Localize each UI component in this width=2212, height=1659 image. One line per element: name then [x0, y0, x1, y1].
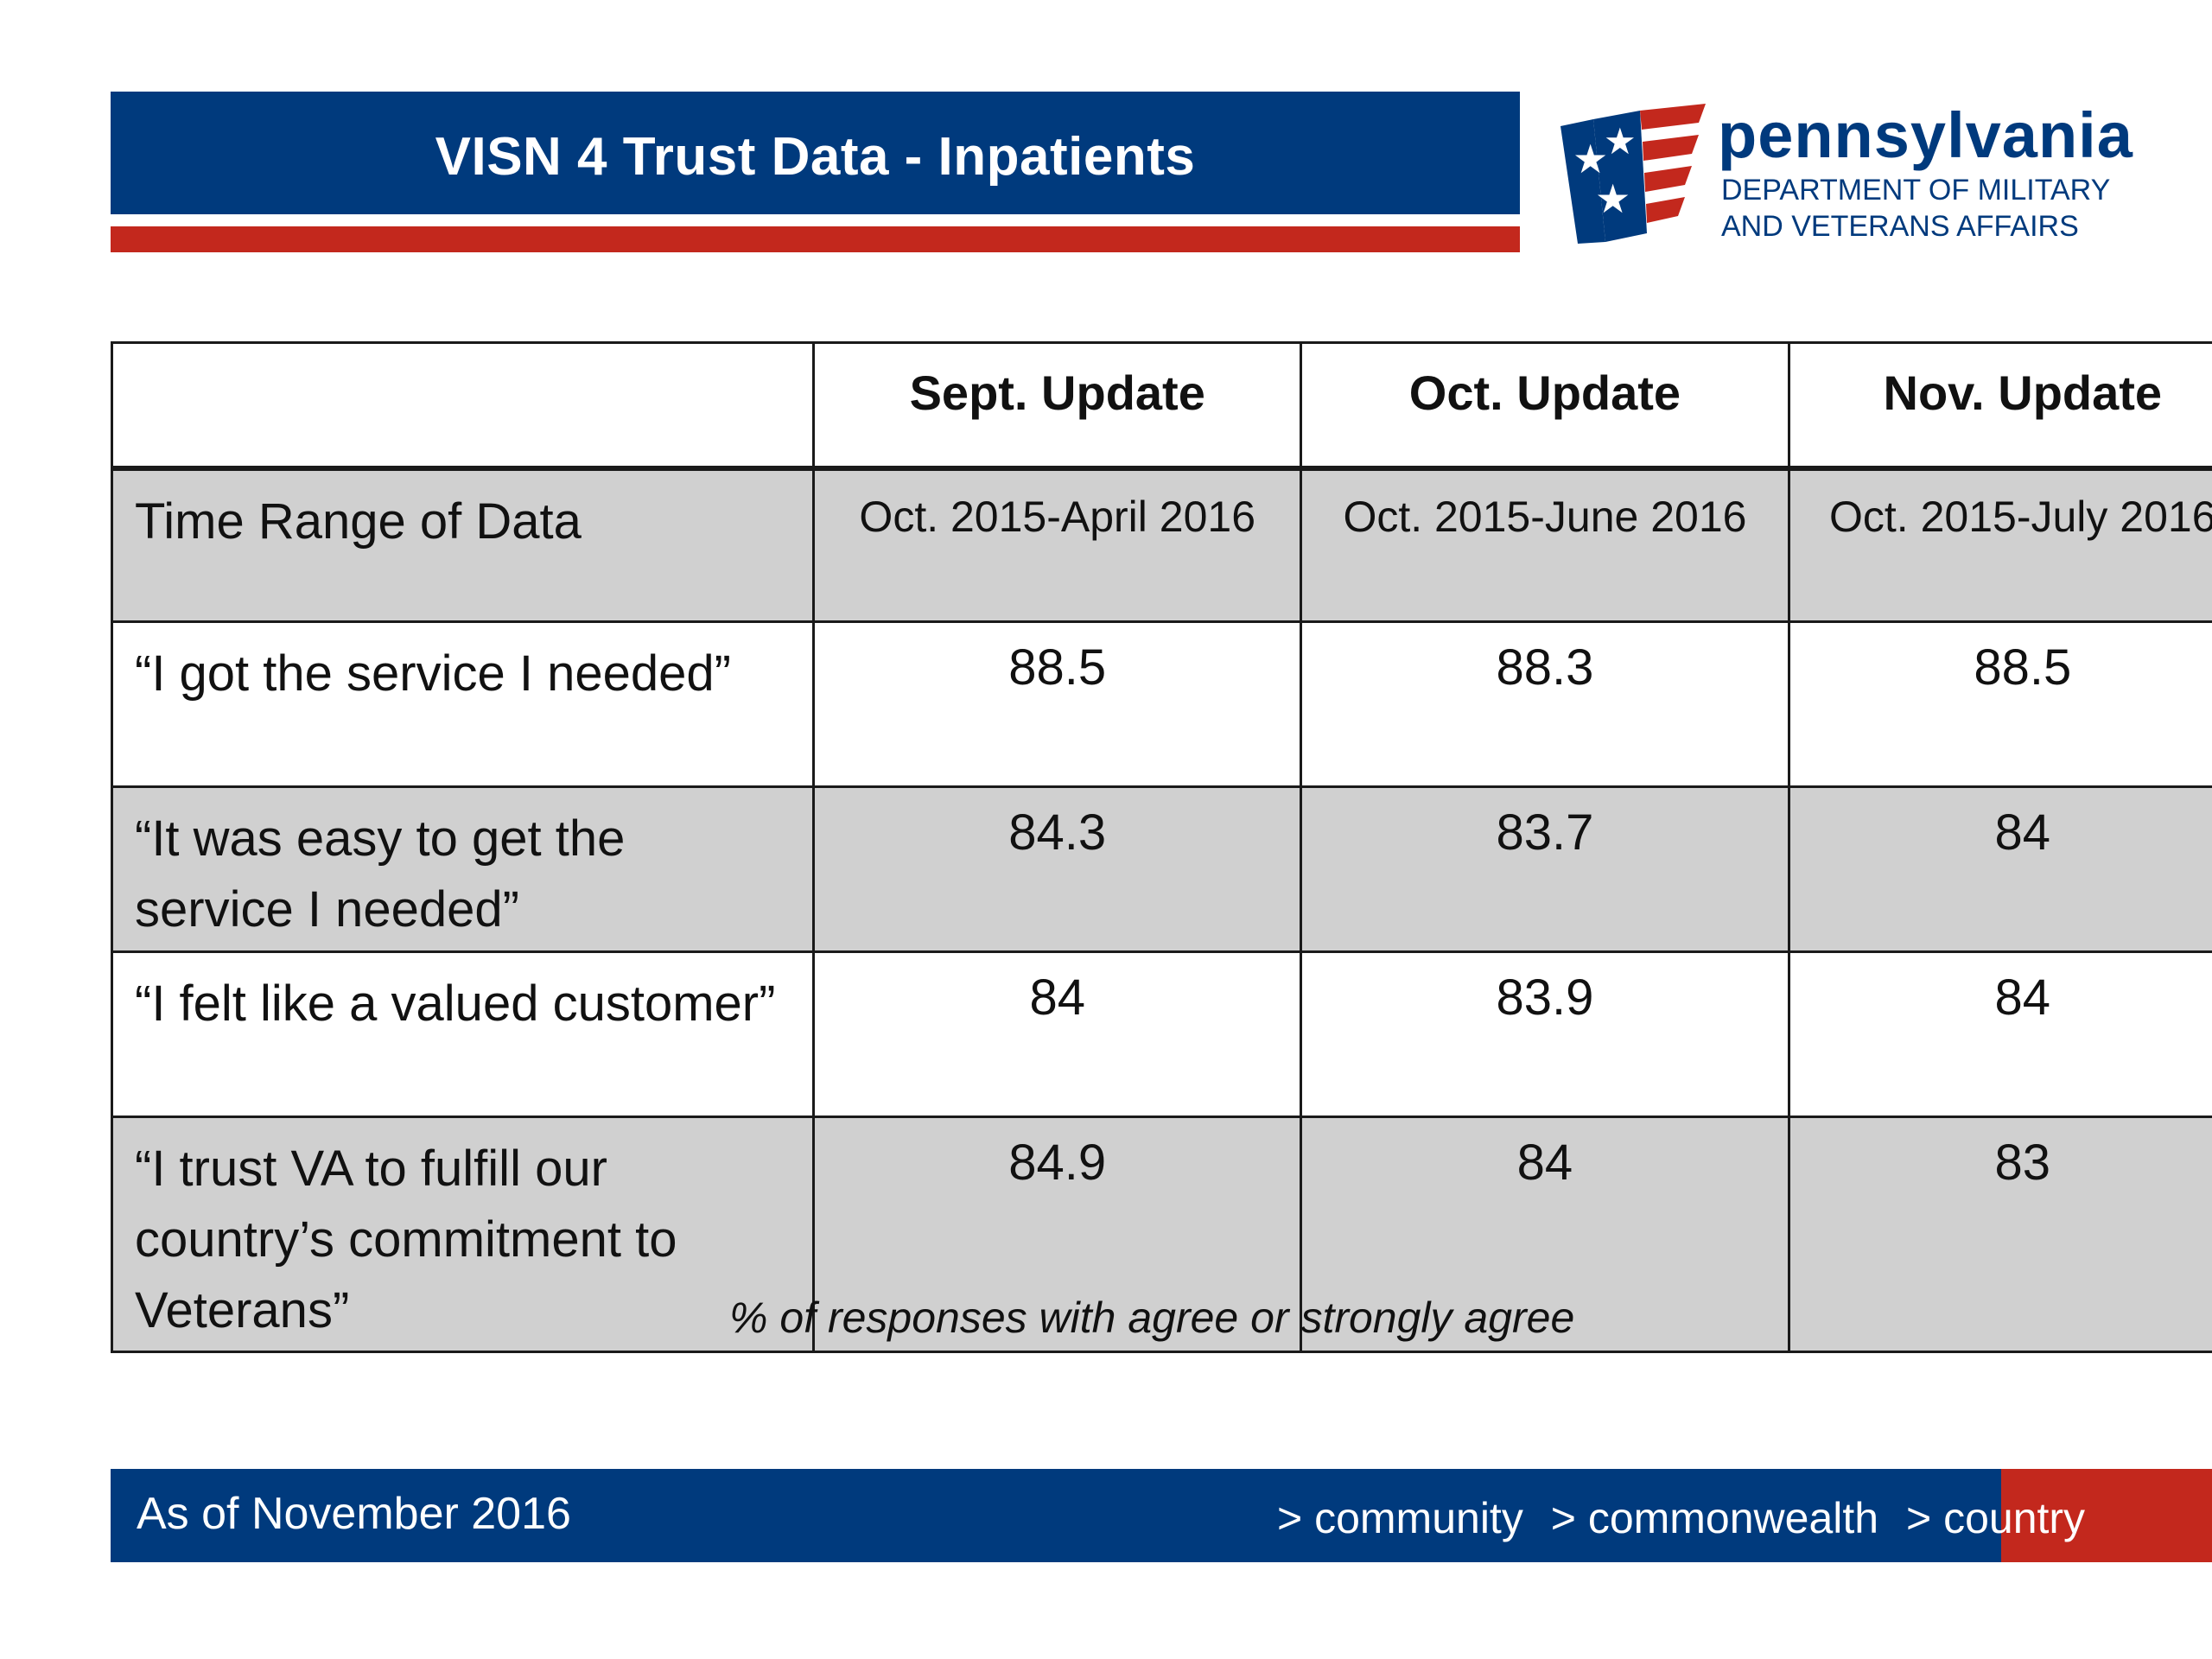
cell-value: 88.3: [1300, 620, 1790, 788]
footer-date: As of November 2016: [137, 1489, 571, 1539]
cell-value: 84: [1787, 785, 2212, 953]
svg-text:★: ★: [1573, 136, 1608, 182]
title-underline: [111, 226, 1520, 252]
pa-dmva-logo: ★ ★ ★ pennsylvania DEPARTMENT OF MILITAR…: [1560, 97, 2165, 252]
cell-value: Oct. 2015-April 2016: [812, 467, 1303, 623]
table-row: “I got the service I needed” 88.5 88.3 8…: [110, 620, 2212, 788]
table-row: “It was easy to get the service I needed…: [110, 785, 2212, 953]
row-label: Time Range of Data: [110, 467, 816, 623]
cell-value: Oct. 2015-June 2016: [1300, 467, 1790, 623]
svg-text:★: ★: [1604, 120, 1637, 162]
row-label: “I trust VA to fulfill our country’s com…: [110, 1116, 816, 1353]
cell-value: 84: [1787, 950, 2212, 1118]
table-header-row: Sept. Update Oct. Update Nov. Update: [110, 341, 2212, 471]
cell-value: 88.5: [812, 620, 1303, 788]
svg-text:★: ★: [1595, 175, 1630, 222]
table-row: “I trust VA to fulfill our country’s com…: [110, 1116, 2212, 1353]
column-header-sept: Sept. Update: [812, 341, 1303, 471]
cell-value: 84: [812, 950, 1303, 1118]
cell-value: 83.7: [1300, 785, 1790, 953]
cell-value: 84: [1300, 1116, 1790, 1353]
column-header-oct: Oct. Update: [1300, 341, 1790, 471]
cell-value: 83.9: [1300, 950, 1790, 1118]
footer-tagline: > community > commonwealth > country: [1277, 1493, 2101, 1543]
title-bar: VISN 4 Trust Data - Inpatients: [111, 92, 1520, 214]
flag-logo-icon: ★ ★ ★: [1560, 104, 1706, 244]
cell-value: 84.3: [812, 785, 1303, 953]
tagline-commonwealth: > commonwealth: [1550, 1494, 1879, 1542]
table-footnote: % of responses with agree or strongly ag…: [729, 1294, 1575, 1342]
cell-value: 83: [1787, 1116, 2212, 1353]
table-row: Time Range of Data Oct. 2015-April 2016 …: [110, 467, 2212, 623]
row-label: “It was easy to get the service I needed…: [110, 785, 816, 953]
logo-subtitle-line2: AND VETERANS AFFAIRS: [1721, 210, 2079, 243]
column-header-empty: [110, 341, 816, 471]
column-header-nov: Nov. Update: [1787, 341, 2212, 471]
cell-value: 88.5: [1787, 620, 2212, 788]
logo-subtitle-line1: DEPARTMENT OF MILITARY: [1721, 174, 2111, 207]
cell-value: 84.9: [812, 1116, 1303, 1353]
tagline-country: > country: [1906, 1494, 2086, 1542]
row-label: “I got the service I needed”: [110, 620, 816, 788]
footer-accent: [2001, 1469, 2212, 1562]
row-label: “I felt like a valued customer”: [110, 950, 816, 1118]
logo-wordmark: pennsylvania: [1718, 99, 2133, 171]
page-title: VISN 4 Trust Data - Inpatients: [435, 126, 1196, 187]
cell-value: Oct. 2015-July 2016: [1787, 467, 2212, 623]
trust-data-table: Sept. Update Oct. Update Nov. Update Tim…: [110, 341, 2212, 1353]
tagline-community: > community: [1277, 1494, 1523, 1542]
footer-bar: As of November 2016 > community > common…: [111, 1469, 2212, 1562]
table-row: “I felt like a valued customer” 84 83.9 …: [110, 950, 2212, 1118]
